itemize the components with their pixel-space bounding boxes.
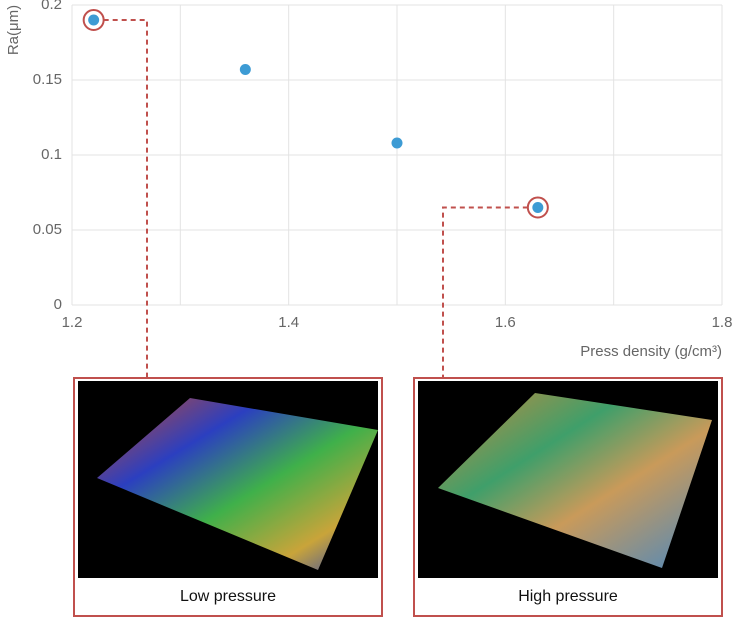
inset-caption: High pressure	[518, 588, 618, 605]
point	[88, 14, 100, 26]
y-axis-label: Ra(μm)	[5, 5, 22, 55]
x-tick-label: 1.4	[278, 314, 299, 331]
x-tick-label: 1.6	[495, 314, 516, 331]
y-tick-label: 0	[54, 296, 62, 313]
point	[391, 137, 403, 149]
point	[532, 202, 544, 213]
y-tick-label: 0.2	[41, 0, 62, 13]
inset-caption: Low pressure	[180, 588, 276, 605]
y-tick-label: 0.05	[33, 221, 62, 238]
insets	[73, 377, 723, 617]
x-axis-label: Press density (g/cm³)	[580, 343, 722, 360]
y-tick-label: 0.15	[33, 71, 62, 88]
y-tick-label: 0.1	[41, 146, 62, 163]
point	[239, 64, 251, 75]
x-tick-label: 1.8	[712, 314, 733, 331]
callout-line	[103, 19, 148, 377]
callout-line	[442, 206, 528, 377]
surface	[97, 398, 378, 570]
surface	[438, 393, 712, 568]
x-tick-label: 1.2	[62, 314, 83, 331]
